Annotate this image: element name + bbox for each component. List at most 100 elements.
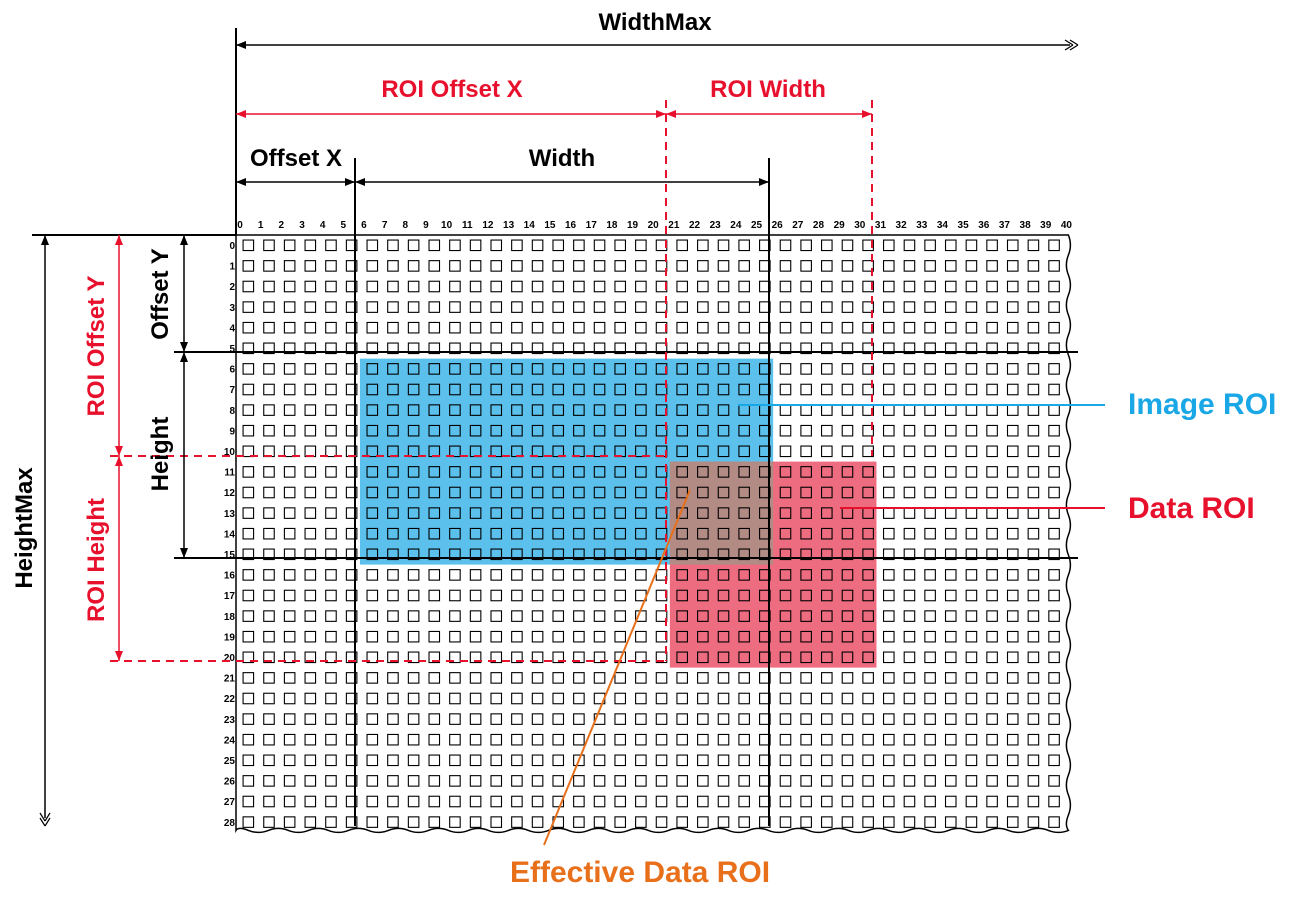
pixel-cell bbox=[263, 486, 275, 499]
pixel-cell bbox=[573, 795, 585, 808]
pixel-cell bbox=[325, 321, 337, 334]
pixel-cell bbox=[800, 507, 812, 519]
pixel-cell bbox=[469, 383, 482, 396]
pixel-cell bbox=[490, 486, 503, 499]
pixel-cell bbox=[449, 713, 461, 725]
pixel-cell bbox=[903, 610, 916, 622]
pixel-cell bbox=[697, 651, 709, 664]
pixel-cell bbox=[882, 404, 895, 416]
column-index-label: 36 bbox=[978, 220, 990, 231]
pixel-cell bbox=[717, 342, 730, 355]
pixel-cell bbox=[614, 569, 627, 581]
pixel-cell bbox=[903, 507, 916, 519]
pixel-cell bbox=[387, 692, 399, 705]
pixel-cell bbox=[862, 260, 874, 272]
pixel-cell bbox=[449, 342, 461, 355]
pixel-cell bbox=[676, 260, 688, 272]
pixel-cell bbox=[552, 692, 565, 705]
pixel-cell bbox=[944, 795, 957, 808]
pixel-cell bbox=[635, 404, 647, 416]
pixel-cell bbox=[903, 280, 916, 293]
pixel-cell bbox=[345, 383, 358, 396]
pixel-cell bbox=[841, 445, 854, 458]
pixel-cell bbox=[965, 466, 978, 478]
pixel-cell bbox=[1048, 321, 1060, 334]
pixel-cell bbox=[986, 589, 998, 602]
pixel-cell bbox=[717, 754, 730, 767]
pixel-cell bbox=[862, 733, 874, 746]
pixel-cell bbox=[1048, 816, 1060, 828]
pixel-cell bbox=[800, 466, 812, 478]
pixel-cell bbox=[635, 569, 647, 581]
pixel-cell bbox=[800, 239, 812, 252]
height-label: Height bbox=[147, 417, 174, 492]
pixel-cell bbox=[903, 466, 916, 478]
pixel-cell bbox=[986, 713, 998, 725]
pixel-cell bbox=[862, 589, 874, 602]
pixel-cell bbox=[1027, 816, 1040, 828]
pixel-cell bbox=[1006, 321, 1019, 334]
pixel-cell bbox=[1048, 260, 1060, 272]
pixel-cell bbox=[717, 630, 730, 643]
pixel-cell bbox=[676, 630, 688, 643]
pixel-cell bbox=[552, 672, 565, 684]
pixel-cell bbox=[263, 301, 275, 313]
pixel-cell bbox=[759, 795, 771, 808]
pixel-cell bbox=[242, 589, 255, 602]
pixel-cell bbox=[965, 260, 978, 272]
column-index-label: 3 bbox=[299, 220, 305, 231]
pixel-cell bbox=[862, 527, 874, 540]
pixel-cell bbox=[697, 280, 709, 293]
pixel-cell bbox=[449, 486, 461, 499]
column-index-label: 18 bbox=[606, 220, 618, 231]
pixel-cell bbox=[841, 486, 854, 499]
pixel-cell bbox=[1048, 672, 1060, 684]
row-index-label: 21 bbox=[224, 674, 236, 685]
pixel-cell bbox=[511, 404, 523, 416]
column-index-label: 15 bbox=[544, 220, 556, 231]
pixel-cell bbox=[366, 713, 379, 725]
pixel-cell bbox=[738, 445, 750, 458]
pixel-cell bbox=[345, 630, 358, 643]
pixel-cell bbox=[490, 404, 503, 416]
pixel-cell bbox=[469, 404, 482, 416]
pixel-cell bbox=[593, 610, 606, 622]
pixel-cell bbox=[614, 589, 627, 602]
pixel-cell bbox=[924, 795, 936, 808]
pixel-cell bbox=[449, 569, 461, 581]
pixel-cell bbox=[697, 548, 709, 561]
pixel-cell bbox=[407, 301, 420, 313]
pixel-cell bbox=[366, 651, 379, 664]
pixel-cell bbox=[944, 260, 957, 272]
pixel-cell bbox=[655, 692, 668, 705]
pixel-cell bbox=[800, 795, 812, 808]
pixel-cell bbox=[531, 795, 544, 808]
pixel-cell bbox=[304, 589, 317, 602]
pixel-cell bbox=[407, 507, 420, 519]
pixel-cell bbox=[511, 692, 523, 705]
pixel-cell bbox=[717, 589, 730, 602]
pixel-cell bbox=[304, 754, 317, 767]
pixel-cell bbox=[573, 672, 585, 684]
pixel-cell bbox=[428, 692, 441, 705]
pixel-cell bbox=[593, 672, 606, 684]
pixel-cell bbox=[1048, 795, 1060, 808]
pixel-cell bbox=[407, 404, 420, 416]
pixel-cell bbox=[366, 733, 379, 746]
pixel-cell bbox=[1048, 733, 1060, 746]
pixel-cell bbox=[882, 466, 895, 478]
pixel-cell bbox=[449, 548, 461, 561]
pixel-cell bbox=[779, 342, 792, 355]
pixel-cell bbox=[965, 692, 978, 705]
pixel-cell bbox=[531, 569, 544, 581]
pixel-cell bbox=[1027, 589, 1040, 602]
pixel-cell bbox=[821, 239, 833, 252]
pixel-cell bbox=[366, 301, 379, 313]
pixel-cell bbox=[325, 404, 337, 416]
pixel-cell bbox=[965, 383, 978, 396]
row-index-label: 23 bbox=[224, 715, 236, 726]
pixel-cell bbox=[552, 383, 565, 396]
pixel-cell bbox=[821, 424, 833, 437]
pixel-cell bbox=[986, 692, 998, 705]
pixel-cell bbox=[697, 260, 709, 272]
